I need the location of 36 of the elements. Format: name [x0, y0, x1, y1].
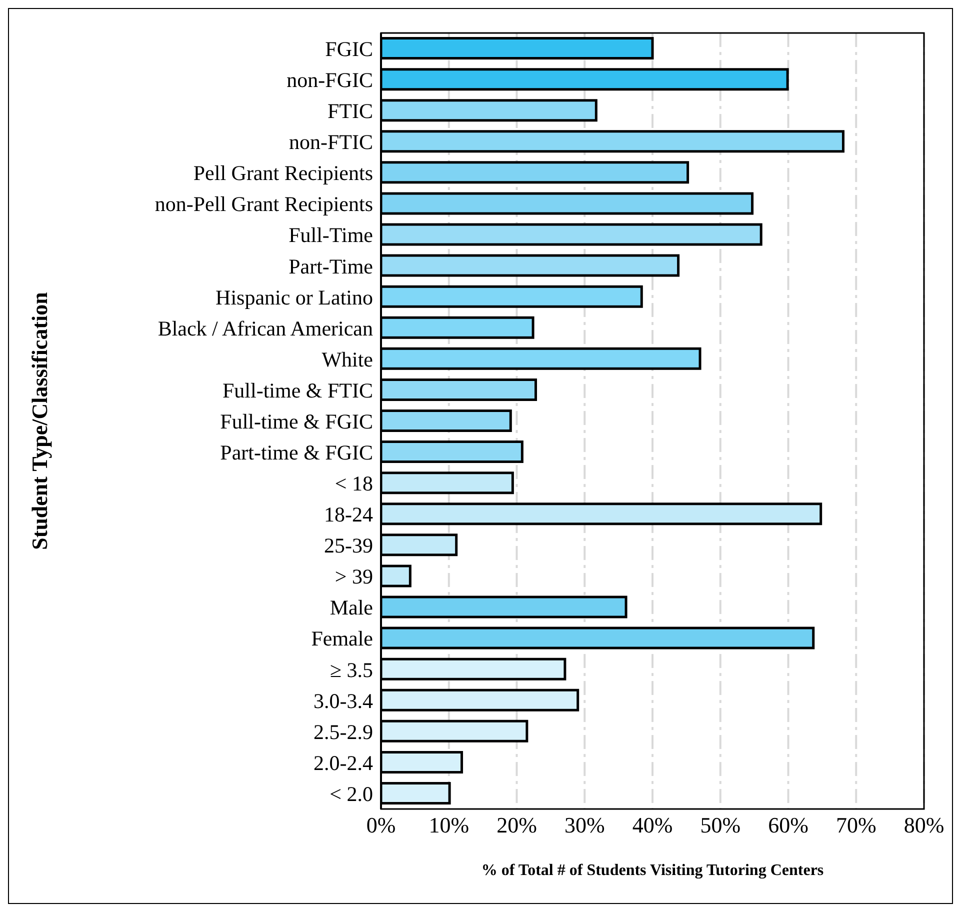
- y-tick-label: 3.0-3.4: [314, 688, 374, 713]
- x-tick-label: 50%: [700, 812, 741, 838]
- y-tick-label: Female: [311, 626, 373, 651]
- y-tick-label: non-FGIC: [286, 68, 373, 92]
- y-tick-label: non-Pell Grant Recipients: [154, 192, 373, 216]
- y-tick-label: ≥ 3.5: [330, 658, 373, 682]
- y-tick-label: 18-24: [324, 502, 374, 527]
- y-tick-label: > 39: [334, 564, 373, 589]
- y-tick-label: FGIC: [325, 36, 373, 61]
- y-tick-label: 2.5-2.9: [314, 720, 373, 744]
- x-tick-label: 20%: [496, 812, 537, 838]
- x-tick-label: 30%: [564, 812, 605, 838]
- x-axis-title: % of Total # of Students Visiting Tutoring Centers: [481, 862, 824, 879]
- y-tick-label: 25-39: [324, 534, 373, 558]
- y-tick-label: < 2.0: [330, 782, 373, 806]
- x-tick-label: 70%: [836, 812, 876, 838]
- y-tick-label: 2.0-2.4: [314, 750, 374, 775]
- x-tick-label: 40%: [632, 812, 673, 838]
- y-tick-label: Male: [330, 596, 373, 620]
- x-tick-label: 0%: [366, 812, 396, 838]
- y-tick-label: non-FTIC: [289, 130, 373, 154]
- y-tick-label: Part-Time: [288, 254, 373, 278]
- y-tick-label: < 18: [334, 472, 373, 496]
- y-axis-title: Student Type/Classification: [26, 292, 52, 550]
- y-tick-label: White: [322, 347, 373, 372]
- y-tick-label: Pell Grant Recipients: [193, 161, 373, 186]
- y-tick-label: Hispanic or Latino: [216, 285, 373, 310]
- x-tick-label: 80%: [904, 812, 944, 838]
- y-tick-label: Full-time & FGIC: [220, 409, 373, 434]
- y-tick-label: FTIC: [327, 99, 373, 124]
- y-tick-label: Full-time & FTIC: [222, 378, 373, 402]
- x-tick-label: 60%: [768, 812, 808, 838]
- y-tick-label: Full-Time: [288, 223, 373, 248]
- y-tick-label: Part-time & FGIC: [220, 440, 373, 464]
- y-tick-label: Black / African American: [158, 316, 374, 340]
- x-tick-label: 10%: [428, 812, 470, 838]
